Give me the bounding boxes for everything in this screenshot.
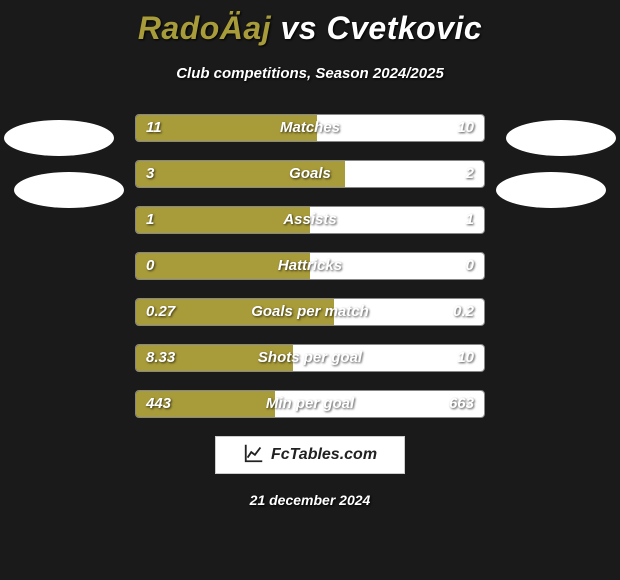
stat-row: 1110Matches: [135, 114, 485, 142]
team-badge-placeholder: [496, 172, 606, 208]
comparison-title: RadoÄaj vs Cvetkovic: [0, 0, 620, 47]
brand-text: FcTables.com: [271, 446, 377, 464]
chart-icon: [243, 442, 265, 469]
stats-container: 1110Matches 32Goals 11Assists 00Hattricks 0.…: [135, 114, 485, 418]
subtitle: Club competitions, Season 2024/2025: [0, 65, 620, 82]
stat-label: Goals: [136, 161, 484, 187]
stat-row: 32Goals: [135, 160, 485, 188]
player2-name: Cvetkovic: [326, 10, 482, 46]
vs-text: vs: [281, 10, 318, 46]
team-badge-placeholder: [14, 172, 124, 208]
stat-row: 8.3310Shots per goal: [135, 344, 485, 372]
stat-label: Min per goal: [136, 391, 484, 417]
stat-row: 443663Min per goal: [135, 390, 485, 418]
stat-row: 11Assists: [135, 206, 485, 234]
team-badge-placeholder: [4, 120, 114, 156]
stat-row: 0.270.2Goals per match: [135, 298, 485, 326]
stat-label: Shots per goal: [136, 345, 484, 371]
stat-label: Matches: [136, 115, 484, 141]
stat-row: 00Hattricks: [135, 252, 485, 280]
team-badge-placeholder: [506, 120, 616, 156]
date-text: 21 december 2024: [0, 492, 620, 508]
stat-label: Assists: [136, 207, 484, 233]
stat-label: Hattricks: [136, 253, 484, 279]
stat-label: Goals per match: [136, 299, 484, 325]
brand-badge[interactable]: FcTables.com: [215, 436, 405, 474]
player1-name: RadoÄaj: [138, 10, 271, 46]
